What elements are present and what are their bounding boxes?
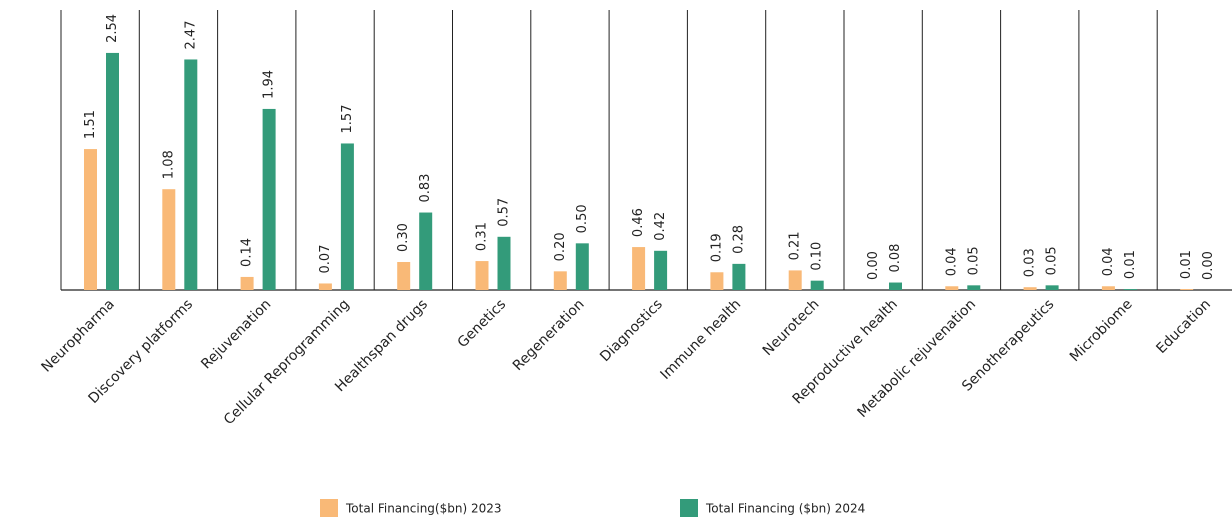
bar	[575, 243, 589, 290]
bar	[889, 282, 902, 290]
value-label: 0.10	[810, 242, 825, 271]
bar	[1045, 285, 1059, 290]
value-label: 1.94	[262, 70, 277, 99]
x-tick-label: Education	[1153, 296, 1214, 357]
value-label: 0.31	[475, 222, 490, 251]
value-label: 0.83	[418, 174, 433, 203]
x-tick-label: Rejuvenation	[198, 296, 274, 372]
bar	[654, 250, 668, 290]
value-label: 1.57	[340, 105, 355, 134]
bar	[710, 272, 724, 290]
x-tick-label: Regeneration	[510, 296, 588, 374]
bar	[553, 271, 567, 290]
bar	[788, 270, 802, 290]
bar	[1123, 289, 1137, 290]
bar	[184, 59, 198, 290]
bar	[262, 108, 276, 290]
value-label: 0.46	[631, 208, 646, 237]
bar	[162, 189, 176, 290]
value-label: 0.42	[653, 212, 668, 241]
bar	[419, 212, 433, 290]
value-label: 0.21	[788, 231, 803, 260]
x-tick-label: Diagnostics	[597, 296, 666, 365]
value-label: 0.07	[318, 245, 333, 274]
legend-label: Total Financing($bn) 2023	[345, 502, 502, 516]
value-label: 0.00	[866, 251, 881, 280]
x-tick-label: Immune health	[658, 296, 745, 383]
bar	[240, 276, 254, 290]
legend-swatch	[320, 499, 338, 517]
value-label: 1.51	[83, 110, 98, 139]
legend-swatch	[680, 499, 698, 517]
value-label: 0.00	[1201, 251, 1216, 280]
x-tick-label: Cellular Reprogramming	[221, 296, 353, 428]
x-tick-label: Neurotech	[760, 296, 823, 359]
value-label: 0.04	[1101, 247, 1116, 276]
value-label: 0.03	[1023, 248, 1038, 277]
bar	[1101, 286, 1115, 290]
bar	[340, 143, 354, 290]
bar	[967, 285, 981, 290]
bar	[810, 280, 824, 290]
value-label: 0.19	[709, 233, 724, 262]
bar	[945, 286, 959, 290]
value-label: 2.54	[105, 14, 120, 43]
value-label: 0.50	[575, 204, 590, 233]
value-label: 2.47	[183, 21, 198, 50]
bar	[497, 236, 511, 290]
x-tick-label: Neuropharma	[39, 296, 118, 375]
value-label: 0.01	[1179, 250, 1194, 279]
value-label: 0.05	[1045, 246, 1060, 275]
value-label: 0.28	[731, 225, 746, 254]
bar	[84, 149, 97, 290]
value-label: 0.08	[888, 244, 903, 273]
value-label: 0.14	[240, 238, 255, 267]
bar	[318, 283, 332, 290]
value-label: 0.04	[944, 247, 959, 276]
bar	[1023, 287, 1037, 290]
value-label: 0.05	[966, 246, 981, 275]
bar	[106, 52, 119, 290]
x-tick-label: Genetics	[455, 296, 510, 351]
bar	[475, 261, 489, 290]
bar	[732, 263, 746, 290]
x-tick-label: Microbiome	[1067, 296, 1136, 365]
value-label: 0.01	[1123, 250, 1138, 279]
bar	[397, 262, 411, 290]
legend-label: Total Financing ($bn) 2024	[705, 502, 865, 516]
value-label: 1.08	[161, 150, 176, 179]
bar	[1180, 289, 1194, 290]
value-label: 0.30	[396, 223, 411, 252]
value-label: 0.20	[553, 232, 568, 261]
bar	[632, 247, 646, 290]
value-label: 0.57	[497, 198, 512, 227]
